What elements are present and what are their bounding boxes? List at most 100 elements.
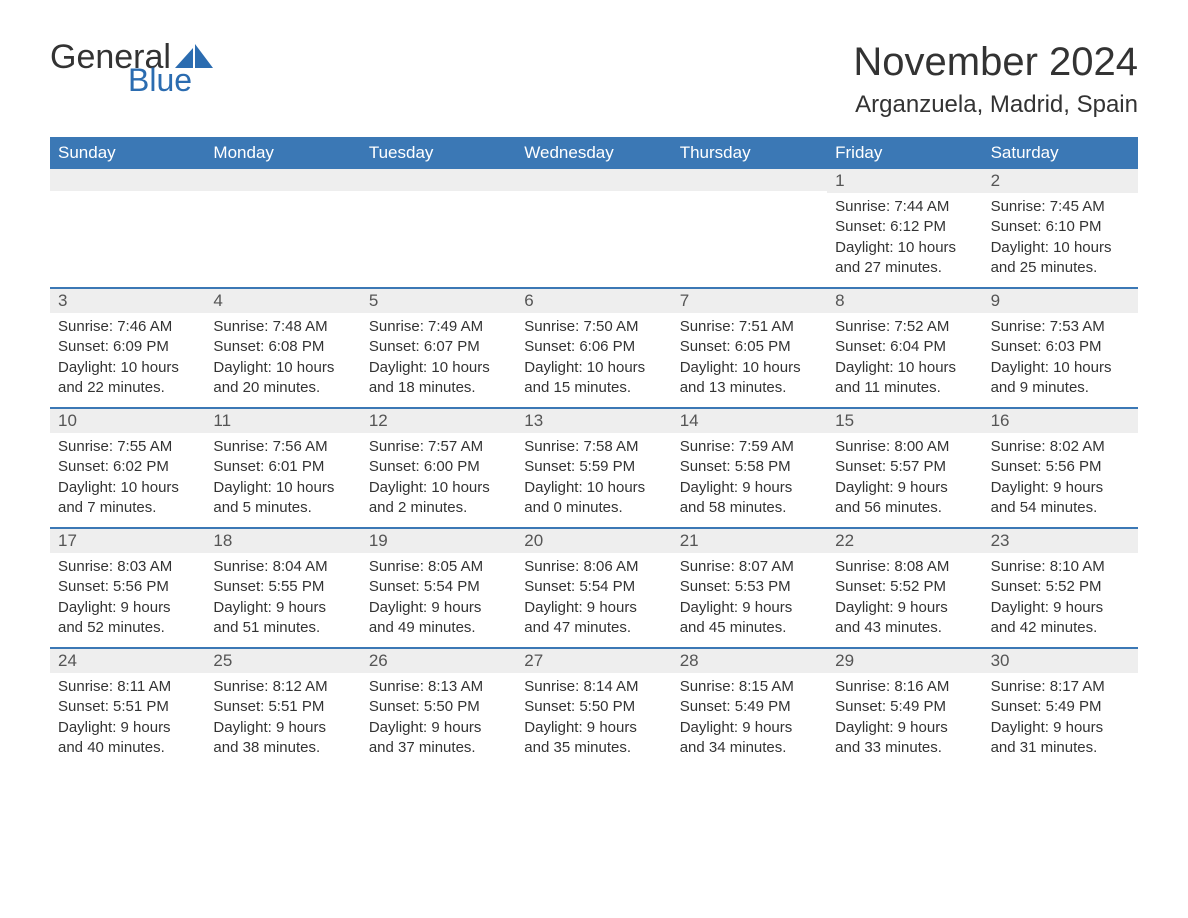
day-sunrise-line: Sunrise: 8:16 AM (835, 677, 974, 697)
day-body: Sunrise: 7:44 AMSunset: 6:12 PMDaylight:… (827, 193, 982, 284)
day-sunset-line: Sunset: 5:51 PM (213, 697, 352, 717)
day-cell: 18Sunrise: 8:04 AMSunset: 5:55 PMDayligh… (205, 529, 360, 647)
empty-daynum-bar (672, 169, 827, 191)
day-daylight2-line: and 58 minutes. (680, 498, 819, 518)
day-sunrise-line: Sunrise: 7:59 AM (680, 437, 819, 457)
day-sunset-line: Sunset: 5:54 PM (524, 577, 663, 597)
day-daylight1-line: Daylight: 10 hours (58, 478, 197, 498)
day-daylight2-line: and 18 minutes. (369, 378, 508, 398)
day-daylight1-line: Daylight: 9 hours (680, 718, 819, 738)
day-body: Sunrise: 7:46 AMSunset: 6:09 PMDaylight:… (50, 313, 205, 404)
day-daylight1-line: Daylight: 9 hours (991, 718, 1130, 738)
weekday-header-cell: Thursday (672, 137, 827, 169)
day-sunrise-line: Sunrise: 7:57 AM (369, 437, 508, 457)
day-body: Sunrise: 8:00 AMSunset: 5:57 PMDaylight:… (827, 433, 982, 524)
day-body: Sunrise: 7:50 AMSunset: 6:06 PMDaylight:… (516, 313, 671, 404)
day-cell (361, 169, 516, 287)
day-body: Sunrise: 7:57 AMSunset: 6:00 PMDaylight:… (361, 433, 516, 524)
day-cell: 12Sunrise: 7:57 AMSunset: 6:00 PMDayligh… (361, 409, 516, 527)
day-cell: 17Sunrise: 8:03 AMSunset: 5:56 PMDayligh… (50, 529, 205, 647)
day-daylight2-line: and 22 minutes. (58, 378, 197, 398)
day-daylight1-line: Daylight: 10 hours (991, 238, 1130, 258)
day-sunset-line: Sunset: 5:49 PM (991, 697, 1130, 717)
day-sunrise-line: Sunrise: 7:52 AM (835, 317, 974, 337)
week-row: 10Sunrise: 7:55 AMSunset: 6:02 PMDayligh… (50, 407, 1138, 527)
day-body: Sunrise: 8:03 AMSunset: 5:56 PMDaylight:… (50, 553, 205, 644)
day-sunset-line: Sunset: 5:55 PM (213, 577, 352, 597)
day-daylight1-line: Daylight: 9 hours (835, 718, 974, 738)
day-body: Sunrise: 8:14 AMSunset: 5:50 PMDaylight:… (516, 673, 671, 764)
day-sunrise-line: Sunrise: 7:55 AM (58, 437, 197, 457)
day-daylight1-line: Daylight: 9 hours (213, 718, 352, 738)
day-cell: 27Sunrise: 8:14 AMSunset: 5:50 PMDayligh… (516, 649, 671, 767)
day-sunrise-line: Sunrise: 8:14 AM (524, 677, 663, 697)
day-sunrise-line: Sunrise: 7:53 AM (991, 317, 1130, 337)
day-body: Sunrise: 8:16 AMSunset: 5:49 PMDaylight:… (827, 673, 982, 764)
day-daylight2-line: and 27 minutes. (835, 258, 974, 278)
day-number: 13 (516, 409, 671, 433)
day-cell: 30Sunrise: 8:17 AMSunset: 5:49 PMDayligh… (983, 649, 1138, 767)
day-sunset-line: Sunset: 5:52 PM (835, 577, 974, 597)
day-body: Sunrise: 7:55 AMSunset: 6:02 PMDaylight:… (50, 433, 205, 524)
day-daylight2-line: and 33 minutes. (835, 738, 974, 758)
day-daylight1-line: Daylight: 9 hours (835, 478, 974, 498)
day-number: 21 (672, 529, 827, 553)
day-cell: 9Sunrise: 7:53 AMSunset: 6:03 PMDaylight… (983, 289, 1138, 407)
day-sunrise-line: Sunrise: 7:49 AM (369, 317, 508, 337)
day-sunrise-line: Sunrise: 8:00 AM (835, 437, 974, 457)
day-number: 22 (827, 529, 982, 553)
day-sunset-line: Sunset: 6:08 PM (213, 337, 352, 357)
day-daylight1-line: Daylight: 9 hours (58, 718, 197, 738)
day-cell: 26Sunrise: 8:13 AMSunset: 5:50 PMDayligh… (361, 649, 516, 767)
day-sunset-line: Sunset: 6:09 PM (58, 337, 197, 357)
header: General Blue November 2024 Arganzuela, M… (50, 40, 1138, 119)
day-daylight1-line: Daylight: 9 hours (369, 718, 508, 738)
day-daylight2-line: and 11 minutes. (835, 378, 974, 398)
day-daylight2-line: and 43 minutes. (835, 618, 974, 638)
day-daylight2-line: and 45 minutes. (680, 618, 819, 638)
day-sunset-line: Sunset: 5:53 PM (680, 577, 819, 597)
day-sunrise-line: Sunrise: 8:15 AM (680, 677, 819, 697)
day-cell: 25Sunrise: 8:12 AMSunset: 5:51 PMDayligh… (205, 649, 360, 767)
day-cell: 16Sunrise: 8:02 AMSunset: 5:56 PMDayligh… (983, 409, 1138, 527)
day-sunrise-line: Sunrise: 7:46 AM (58, 317, 197, 337)
day-sunset-line: Sunset: 5:51 PM (58, 697, 197, 717)
day-sunrise-line: Sunrise: 8:08 AM (835, 557, 974, 577)
day-cell: 20Sunrise: 8:06 AMSunset: 5:54 PMDayligh… (516, 529, 671, 647)
empty-daynum-bar (516, 169, 671, 191)
day-sunrise-line: Sunrise: 8:12 AM (213, 677, 352, 697)
day-sunset-line: Sunset: 6:12 PM (835, 217, 974, 237)
day-cell: 2Sunrise: 7:45 AMSunset: 6:10 PMDaylight… (983, 169, 1138, 287)
day-sunrise-line: Sunrise: 7:51 AM (680, 317, 819, 337)
day-cell: 13Sunrise: 7:58 AMSunset: 5:59 PMDayligh… (516, 409, 671, 527)
day-body: Sunrise: 8:06 AMSunset: 5:54 PMDaylight:… (516, 553, 671, 644)
month-title: November 2024 (853, 40, 1138, 85)
day-cell: 1Sunrise: 7:44 AMSunset: 6:12 PMDaylight… (827, 169, 982, 287)
day-body: Sunrise: 7:53 AMSunset: 6:03 PMDaylight:… (983, 313, 1138, 404)
day-daylight1-line: Daylight: 10 hours (991, 358, 1130, 378)
day-number: 17 (50, 529, 205, 553)
day-number: 4 (205, 289, 360, 313)
day-body: Sunrise: 8:10 AMSunset: 5:52 PMDaylight:… (983, 553, 1138, 644)
day-sunrise-line: Sunrise: 7:50 AM (524, 317, 663, 337)
day-number: 28 (672, 649, 827, 673)
day-body: Sunrise: 7:48 AMSunset: 6:08 PMDaylight:… (205, 313, 360, 404)
day-daylight2-line: and 13 minutes. (680, 378, 819, 398)
day-body: Sunrise: 7:56 AMSunset: 6:01 PMDaylight:… (205, 433, 360, 524)
day-daylight1-line: Daylight: 9 hours (524, 718, 663, 738)
day-body: Sunrise: 8:04 AMSunset: 5:55 PMDaylight:… (205, 553, 360, 644)
day-sunset-line: Sunset: 5:58 PM (680, 457, 819, 477)
day-daylight2-line: and 5 minutes. (213, 498, 352, 518)
day-sunrise-line: Sunrise: 8:03 AM (58, 557, 197, 577)
day-daylight1-line: Daylight: 9 hours (524, 598, 663, 618)
week-row: 3Sunrise: 7:46 AMSunset: 6:09 PMDaylight… (50, 287, 1138, 407)
day-cell (205, 169, 360, 287)
day-daylight2-line: and 2 minutes. (369, 498, 508, 518)
day-number: 3 (50, 289, 205, 313)
day-daylight1-line: Daylight: 10 hours (835, 358, 974, 378)
day-number: 11 (205, 409, 360, 433)
day-number: 26 (361, 649, 516, 673)
day-number: 27 (516, 649, 671, 673)
day-cell: 15Sunrise: 8:00 AMSunset: 5:57 PMDayligh… (827, 409, 982, 527)
day-daylight2-line: and 35 minutes. (524, 738, 663, 758)
